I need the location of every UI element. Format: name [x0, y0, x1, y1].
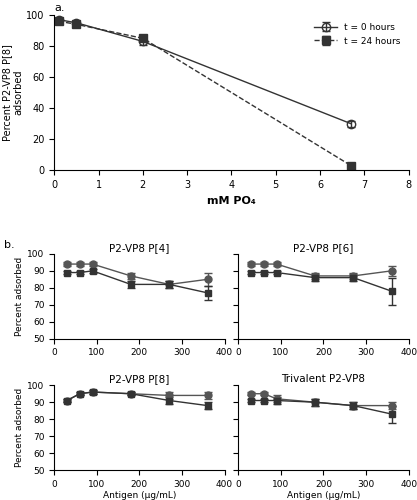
Title: Trivalent P2-VP8: Trivalent P2-VP8	[281, 374, 365, 384]
Text: b.: b.	[4, 240, 15, 250]
Legend: t = 0 hours, t = 24 hours: t = 0 hours, t = 24 hours	[311, 20, 404, 50]
Title: P2-VP8 P[6]: P2-VP8 P[6]	[293, 243, 354, 253]
X-axis label: Antigen (µg/mL): Antigen (µg/mL)	[287, 492, 360, 500]
Y-axis label: Percent adsorbed: Percent adsorbed	[15, 388, 25, 468]
X-axis label: Antigen (µg/mL): Antigen (µg/mL)	[103, 492, 176, 500]
Y-axis label: Percent P2-VP8 P[8]
adsorbed: Percent P2-VP8 P[8] adsorbed	[2, 44, 23, 141]
Title: P2-VP8 P[8]: P2-VP8 P[8]	[109, 374, 170, 384]
Y-axis label: Percent adsorbed: Percent adsorbed	[15, 256, 25, 336]
X-axis label: mM PO₄: mM PO₄	[207, 196, 256, 205]
Title: P2-VP8 P[4]: P2-VP8 P[4]	[109, 243, 170, 253]
Text: a.: a.	[54, 3, 65, 13]
